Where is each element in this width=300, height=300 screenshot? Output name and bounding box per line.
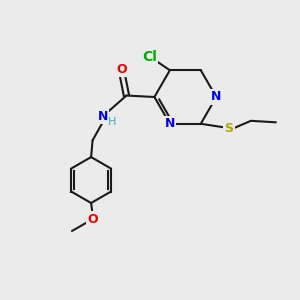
Text: N: N	[211, 91, 221, 103]
Text: O: O	[117, 63, 127, 76]
Text: O: O	[87, 213, 98, 226]
Text: Cl: Cl	[142, 50, 157, 64]
Text: S: S	[224, 122, 233, 135]
Text: N: N	[98, 110, 108, 123]
Text: H: H	[108, 117, 116, 127]
Text: N: N	[165, 117, 175, 130]
